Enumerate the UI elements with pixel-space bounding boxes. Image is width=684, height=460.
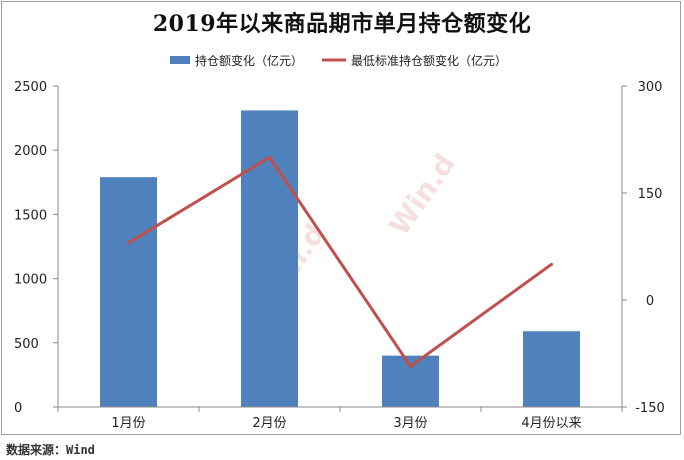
- left-tick-label: 1500: [14, 208, 47, 223]
- legend-bar-label: 持仓额变化（亿元）: [195, 53, 303, 68]
- legend-bar-swatch: [170, 56, 190, 64]
- x-tick-label: 2月份: [252, 416, 286, 431]
- legend-line-label: 最低标准持仓额变化（亿元）: [351, 53, 507, 68]
- bar: [241, 110, 298, 407]
- right-tick-label: 0: [646, 294, 654, 309]
- left-tick-label: 2500: [14, 80, 47, 95]
- axes: 0 500 1000 1500 2000 2500 -150 0 150 300 1月份 2月份 3月份…: [14, 80, 665, 431]
- x-tick-label: 1月份: [111, 416, 145, 431]
- line-point: [550, 262, 553, 266]
- line-point: [409, 364, 412, 368]
- left-tick-label: 1000: [14, 273, 47, 288]
- left-tick-label: 0: [14, 401, 22, 416]
- left-tick-label: 2000: [14, 144, 47, 159]
- line-series: [127, 155, 553, 369]
- left-tick-label: 500: [14, 337, 39, 352]
- x-tick-label: 3月份: [393, 416, 427, 431]
- bar: [100, 177, 157, 407]
- bar-series: [100, 110, 580, 407]
- right-tick-label: 300: [638, 80, 663, 95]
- bar: [523, 331, 580, 407]
- line-point: [268, 155, 271, 159]
- x-tick-label: 4月份以来: [521, 416, 581, 431]
- source-note: 数据来源：Wind: [6, 443, 95, 457]
- bar: [382, 355, 439, 407]
- watermark-text: Win.d: [383, 148, 462, 242]
- line-path: [127, 155, 553, 369]
- line-point: [127, 241, 130, 245]
- chart-title: 2019年以来商品期市单月持仓额变化: [152, 11, 532, 37]
- right-tick-label: -150: [635, 401, 665, 416]
- legend: 持仓额变化（亿元） 最低标准持仓额变化（亿元）: [170, 53, 507, 68]
- right-tick-label: 150: [638, 187, 663, 202]
